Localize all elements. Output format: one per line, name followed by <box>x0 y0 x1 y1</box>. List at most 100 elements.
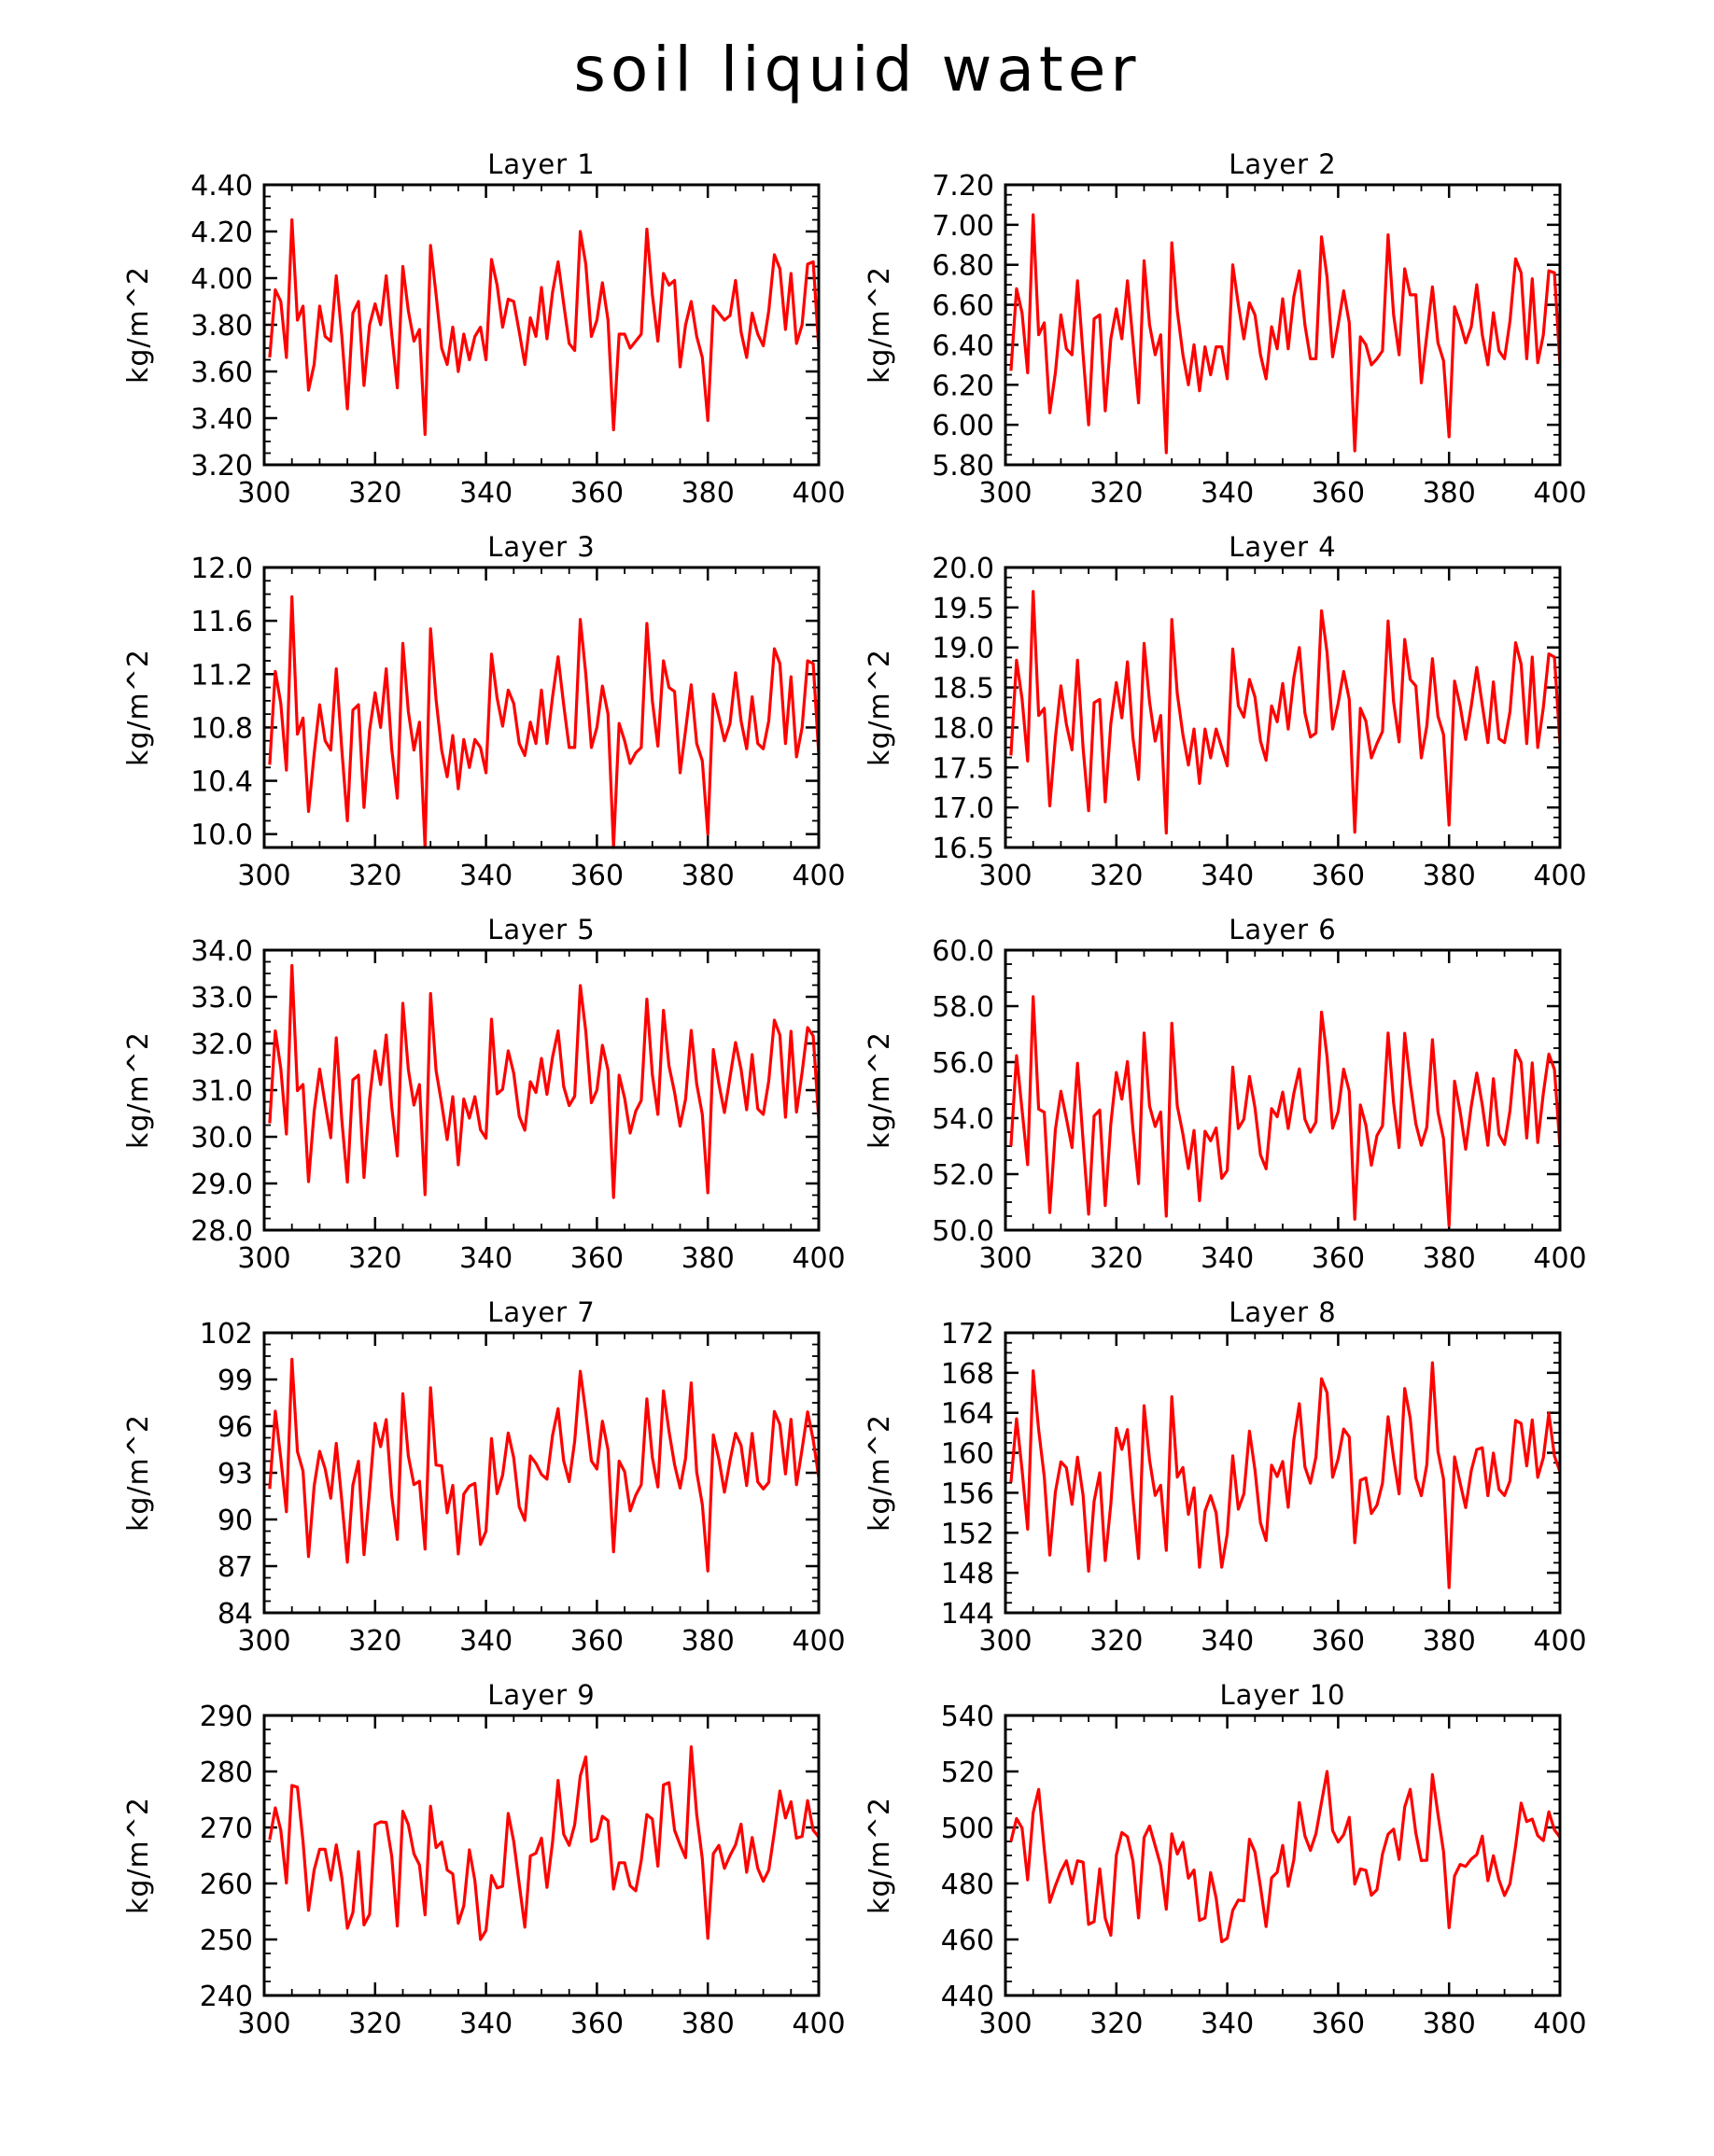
panel-title: Layer 1 <box>487 148 596 180</box>
panel-title: Layer 10 <box>1220 1679 1346 1711</box>
y-tick-label: 50.0 <box>932 1215 994 1248</box>
plot-frame <box>262 1714 821 1997</box>
y-tick-label: 280 <box>200 1757 253 1789</box>
y-tick-label: 17.0 <box>932 792 994 825</box>
plot-frame <box>1004 948 1562 1232</box>
x-tick-label: 340 <box>459 477 513 510</box>
panel-title: Layer 8 <box>1229 1296 1337 1328</box>
x-tick-label: 360 <box>1312 2008 1365 2040</box>
x-tick-label: 400 <box>792 1242 845 1275</box>
figure-title: soil liquid water <box>573 34 1140 105</box>
y-axis-label: kg/m^2 <box>864 266 896 384</box>
y-axis-label: kg/m^2 <box>864 1031 896 1149</box>
x-tick-label: 360 <box>570 477 624 510</box>
x-tick-label: 340 <box>459 860 513 892</box>
y-tick-label: 460 <box>941 1925 994 1957</box>
y-axis-label: kg/m^2 <box>122 649 155 766</box>
y-tick-label: 6.40 <box>932 329 994 362</box>
x-tick-label: 300 <box>237 860 290 892</box>
panel-layer-2: Layer 2 kg/m^2 300 320 340 360 380 400 5.80 6.00 6… <box>864 148 1587 510</box>
x-tick-label: 300 <box>237 1242 290 1275</box>
x-tick-label: 340 <box>459 2008 513 2040</box>
panels: Layer 1 kg/m^2 300 320 340 360 380 400 3.20 3.40 3… <box>122 148 1587 2040</box>
x-tick-label: 400 <box>1533 1625 1586 1658</box>
x-tick-label: 340 <box>1201 860 1254 892</box>
y-tick-label: 480 <box>941 1869 994 1901</box>
panel-title: Layer 9 <box>487 1679 596 1711</box>
x-tick-label: 300 <box>978 1242 1032 1275</box>
y-tick-label: 17.5 <box>932 752 994 785</box>
y-tick-label: 440 <box>941 1981 994 2013</box>
panel-title: Layer 3 <box>487 531 596 563</box>
y-tick-label: 20.0 <box>932 553 994 585</box>
x-tick-label: 300 <box>237 1625 290 1658</box>
panel-title: Layer 5 <box>487 914 596 945</box>
x-tick-label: 360 <box>1312 1625 1365 1658</box>
y-tick-label: 164 <box>941 1398 994 1431</box>
plot-frame <box>262 566 821 849</box>
x-tick-label: 300 <box>978 1625 1032 1658</box>
x-tick-label: 400 <box>1533 2008 1586 2040</box>
x-tick-label: 400 <box>792 860 845 892</box>
y-axis-label: kg/m^2 <box>864 1797 896 1914</box>
y-tick-label: 102 <box>200 1318 253 1351</box>
y-tick-label: 270 <box>200 1813 253 1845</box>
x-tick-label: 380 <box>1423 2008 1476 2040</box>
x-tick-label: 340 <box>1201 1625 1254 1658</box>
y-tick-label: 4.20 <box>190 217 253 249</box>
series-line <box>268 1744 821 1941</box>
y-tick-label: 34.0 <box>190 935 253 968</box>
x-tick-label: 380 <box>681 1242 735 1275</box>
y-tick-label: 33.0 <box>190 982 253 1015</box>
series-line <box>1009 590 1562 835</box>
series-line <box>268 1357 821 1573</box>
x-tick-label: 360 <box>570 860 624 892</box>
series-line <box>268 217 821 437</box>
x-tick-label: 340 <box>1201 2008 1254 2040</box>
y-tick-label: 32.0 <box>190 1029 253 1061</box>
y-tick-label: 28.0 <box>190 1215 253 1248</box>
y-tick-label: 172 <box>941 1318 994 1351</box>
y-tick-label: 3.80 <box>190 310 253 343</box>
x-tick-label: 360 <box>570 2008 624 2040</box>
y-tick-label: 6.20 <box>932 370 994 402</box>
plot-frame <box>1004 566 1562 849</box>
panel-layer-3: Layer 3 kg/m^2 300 320 340 360 380 400 10.0 10.4 1… <box>122 531 846 892</box>
y-tick-label: 148 <box>941 1558 994 1590</box>
y-tick-label: 10.0 <box>190 819 253 852</box>
y-tick-label: 152 <box>941 1518 994 1550</box>
y-axis-label: kg/m^2 <box>122 266 155 384</box>
y-tick-label: 520 <box>941 1757 994 1789</box>
series-line <box>268 963 821 1199</box>
panel-title: Layer 2 <box>1229 148 1337 180</box>
x-tick-label: 340 <box>459 1242 513 1275</box>
y-tick-label: 52.0 <box>932 1159 994 1192</box>
y-tick-label: 96 <box>218 1411 253 1444</box>
panel-layer-10: Layer 10 kg/m^2 300 320 340 360 380 400 440 460 48… <box>864 1679 1587 2040</box>
y-tick-label: 6.80 <box>932 250 994 283</box>
x-tick-label: 340 <box>1201 477 1254 510</box>
y-tick-label: 10.8 <box>190 712 253 745</box>
x-tick-label: 320 <box>348 1625 401 1658</box>
y-tick-label: 11.6 <box>190 606 253 638</box>
y-tick-label: 4.40 <box>190 170 253 203</box>
y-tick-label: 540 <box>941 1701 994 1733</box>
y-tick-label: 160 <box>941 1438 994 1471</box>
x-tick-label: 380 <box>1423 860 1476 892</box>
y-axis-label: kg/m^2 <box>122 1414 155 1532</box>
y-tick-label: 54.0 <box>932 1103 994 1136</box>
y-tick-label: 31.0 <box>190 1075 253 1108</box>
panel-layer-8: Layer 8 kg/m^2 300 320 340 360 380 400 144 148 152… <box>864 1296 1587 1658</box>
x-tick-label: 320 <box>348 1242 401 1275</box>
plot-frame <box>1004 183 1562 467</box>
y-tick-label: 168 <box>941 1358 994 1391</box>
x-tick-label: 360 <box>1312 1242 1365 1275</box>
x-tick-label: 320 <box>348 860 401 892</box>
plot-frame <box>262 1331 821 1615</box>
x-tick-label: 360 <box>1312 477 1365 510</box>
x-tick-label: 320 <box>1089 2008 1143 2040</box>
y-tick-label: 18.5 <box>932 673 994 706</box>
y-axis-label: kg/m^2 <box>122 1797 155 1914</box>
x-tick-label: 320 <box>348 2008 401 2040</box>
y-tick-label: 4.00 <box>190 263 253 296</box>
